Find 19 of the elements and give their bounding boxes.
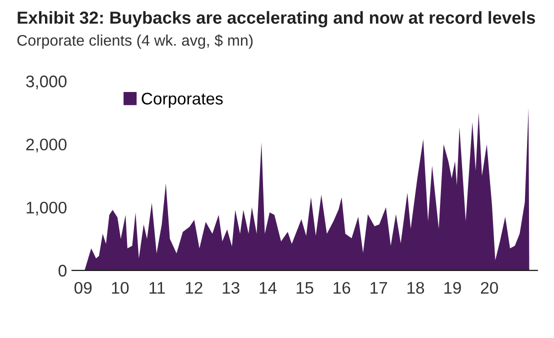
y-tick-label: 0 — [58, 264, 67, 277]
x-tick-label: 20 — [480, 282, 498, 294]
x-tick-label: 16 — [334, 282, 350, 294]
x-tick-label: 19 — [444, 282, 461, 294]
x-tick-label: 12 — [186, 282, 202, 294]
x-tick-label: 18 — [408, 282, 424, 294]
chart-title: Exhibit 32: Buybacks are accelerating and now at record levels — [18, 11, 536, 28]
y-tick-label: 2,000 — [26, 138, 67, 152]
legend-label: Corporates — [142, 92, 223, 108]
y-tick-label: 3,000 — [26, 76, 67, 90]
y-tick-label: 1,000 — [26, 202, 67, 216]
chart-subtitle: Corporate clients (4 wk. avg, $ mn) — [17, 34, 253, 49]
x-tick-label: 15 — [296, 282, 314, 294]
x-tick-label: 13 — [222, 282, 240, 294]
x-tick-label: 11 — [150, 282, 165, 294]
x-tick-label: 10 — [112, 282, 129, 294]
x-tick-label: 17 — [370, 282, 387, 294]
x-tick-label: 14 — [260, 282, 277, 294]
x-tick-label: 09 — [74, 282, 92, 294]
